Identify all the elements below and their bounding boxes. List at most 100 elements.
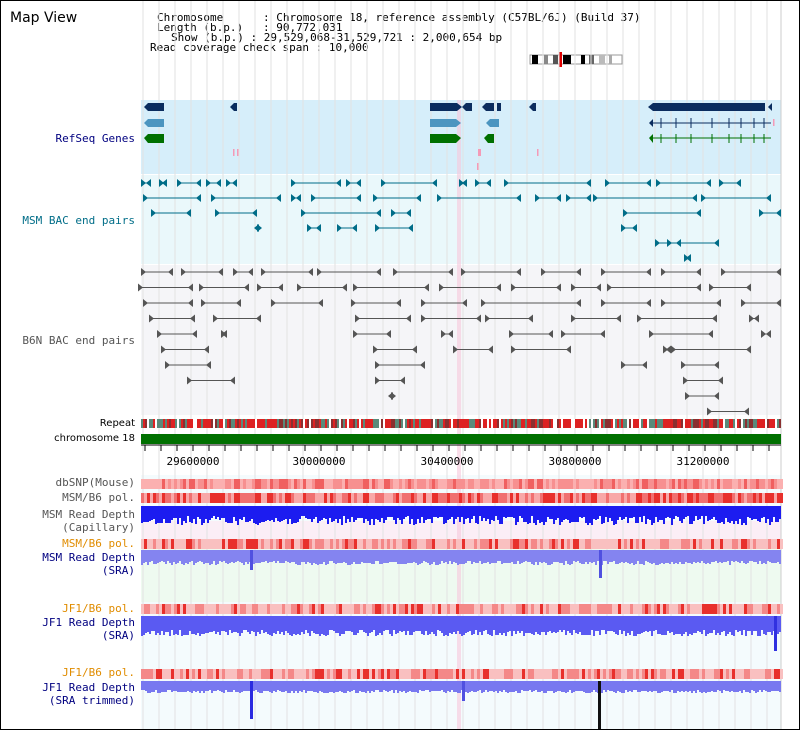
read-depth-bar (555, 681, 557, 692)
polymorphism-cell (402, 669, 405, 679)
repeat-segment (301, 419, 303, 428)
track-label-b6n-bac[interactable]: B6N BAC end pairs (22, 334, 135, 347)
polymorphism-cell (174, 604, 177, 614)
polymorphism-cell (552, 539, 555, 549)
msm-bac-end-pairs[interactable] (141, 179, 781, 262)
read-depth-bar (305, 506, 307, 518)
read-depth-bar (361, 506, 363, 518)
bac-end-marker (254, 224, 259, 232)
read-depth-bar (273, 681, 275, 691)
gene-feature[interactable] (488, 134, 494, 143)
track-label-msm-b6-pol[interactable]: MSM/B6 pol. (62, 491, 135, 504)
bac-end-marker (708, 330, 713, 338)
read-depth-bar (737, 550, 739, 562)
track-label-dbsnp[interactable]: dbSNP(Mouse) (55, 476, 135, 489)
bac-end-marker (766, 330, 771, 338)
repeat-segment (143, 419, 145, 428)
track-label-msm-b6-pol-2[interactable]: MSM/B6 pol. (62, 537, 135, 550)
read-depth-bar (649, 616, 651, 631)
read-depth-bar (393, 616, 395, 630)
track-label-repeat[interactable]: Repeat (99, 418, 135, 429)
polymorphism-cell (348, 604, 351, 614)
read-depth-bar (341, 681, 343, 692)
chromosome-bar[interactable] (141, 434, 781, 444)
track-label-jf1-depth-trimmed[interactable]: JF1 Read Depth (SRA trimmed) (42, 681, 135, 707)
read-depth-bar (577, 681, 579, 691)
read-depth-tracks[interactable] (141, 506, 781, 729)
gene-feature[interactable] (148, 134, 164, 143)
polymorphism-cell (369, 669, 372, 679)
polymorphism-cell (735, 493, 738, 503)
read-depth-bar (571, 550, 573, 564)
gene-feature[interactable] (497, 103, 501, 111)
track-label-jf1-depth-sra[interactable]: JF1 Read Depth (SRA) (42, 616, 135, 642)
read-depth-bar (217, 506, 219, 517)
polymorphism-cell (702, 539, 705, 549)
polymorphism-cell (348, 539, 351, 549)
polymorphism-cell (672, 493, 675, 503)
read-depth-bar (263, 681, 265, 691)
polymorphism-cell (555, 669, 558, 679)
gene-feature[interactable] (533, 103, 536, 111)
polymorphism-cell (441, 539, 444, 549)
bac-end-marker (746, 283, 751, 292)
b6n-bac-end-pairs[interactable] (138, 268, 781, 416)
track-label-chromosome[interactable]: chromosome 18 (54, 433, 135, 444)
chromosome-ideogram[interactable] (529, 52, 623, 67)
bac-end-marker (719, 179, 724, 187)
repeat-segment (373, 419, 375, 428)
polymorphism-cell (534, 604, 537, 614)
polymorphism-cell (675, 493, 678, 503)
gene-feature[interactable] (430, 119, 456, 127)
polymorphism-cell (630, 493, 633, 503)
track-label-refseq[interactable]: RefSeq Genes (55, 132, 135, 145)
repeat-segment (305, 419, 307, 428)
polymorphism-cell (780, 604, 783, 614)
polymorphism-cell (306, 669, 309, 679)
read-depth-bar (553, 506, 555, 524)
bac-end-marker (196, 179, 201, 187)
repeat-segment (295, 419, 297, 428)
gene-feature[interactable] (148, 103, 164, 111)
read-depth-bar (577, 506, 579, 522)
read-depth-bar (347, 550, 349, 565)
read-depth-bar (507, 681, 509, 693)
polymorphism-cell (192, 479, 195, 489)
read-depth-bar (203, 506, 205, 523)
repeat-segment (617, 419, 619, 428)
gene-feature[interactable] (653, 103, 765, 111)
track-label-msm-bac[interactable]: MSM BAC end pairs (22, 214, 135, 227)
track-label-jf1-b6-pol-2[interactable]: JF1/B6 pol. (62, 666, 135, 679)
polymorphism-cell (141, 669, 144, 679)
gene-feature[interactable] (490, 119, 499, 127)
gene-feature[interactable] (234, 103, 237, 111)
polymorphism-tracks[interactable] (141, 479, 783, 679)
polymorphism-cell (507, 493, 510, 503)
read-depth-bar (331, 550, 333, 561)
polymorphism-cell (474, 479, 477, 489)
gene-feature[interactable] (430, 103, 457, 111)
refseq-genes[interactable] (144, 103, 775, 170)
track-label-msm-depth-capillary[interactable]: MSM Read Depth (Capillary) (42, 508, 135, 534)
gene-feature[interactable] (148, 119, 164, 127)
read-depth-bar (375, 616, 377, 636)
track-label-jf1-b6-pol[interactable]: JF1/B6 pol. (62, 602, 135, 615)
polymorphism-cell (768, 479, 771, 489)
bac-end-marker (226, 179, 231, 187)
gene-feature[interactable] (466, 103, 472, 111)
read-depth-bar (397, 550, 399, 564)
gene-feature[interactable] (430, 134, 456, 143)
read-depth-bar (553, 681, 555, 693)
track-label-msm-depth-sra[interactable]: MSM Read Depth (SRA) (42, 551, 135, 577)
read-depth-bar (333, 616, 335, 631)
polymorphism-cell (546, 493, 549, 503)
read-depth-bar (767, 550, 769, 561)
polymorphism-cell (213, 669, 216, 679)
bac-end-marker (307, 224, 312, 232)
polymorphism-cell (159, 479, 162, 489)
repeat-track[interactable] (141, 419, 781, 428)
read-depth-bar (615, 506, 617, 524)
gene-feature[interactable] (486, 103, 494, 111)
polymorphism-cell (525, 669, 528, 679)
